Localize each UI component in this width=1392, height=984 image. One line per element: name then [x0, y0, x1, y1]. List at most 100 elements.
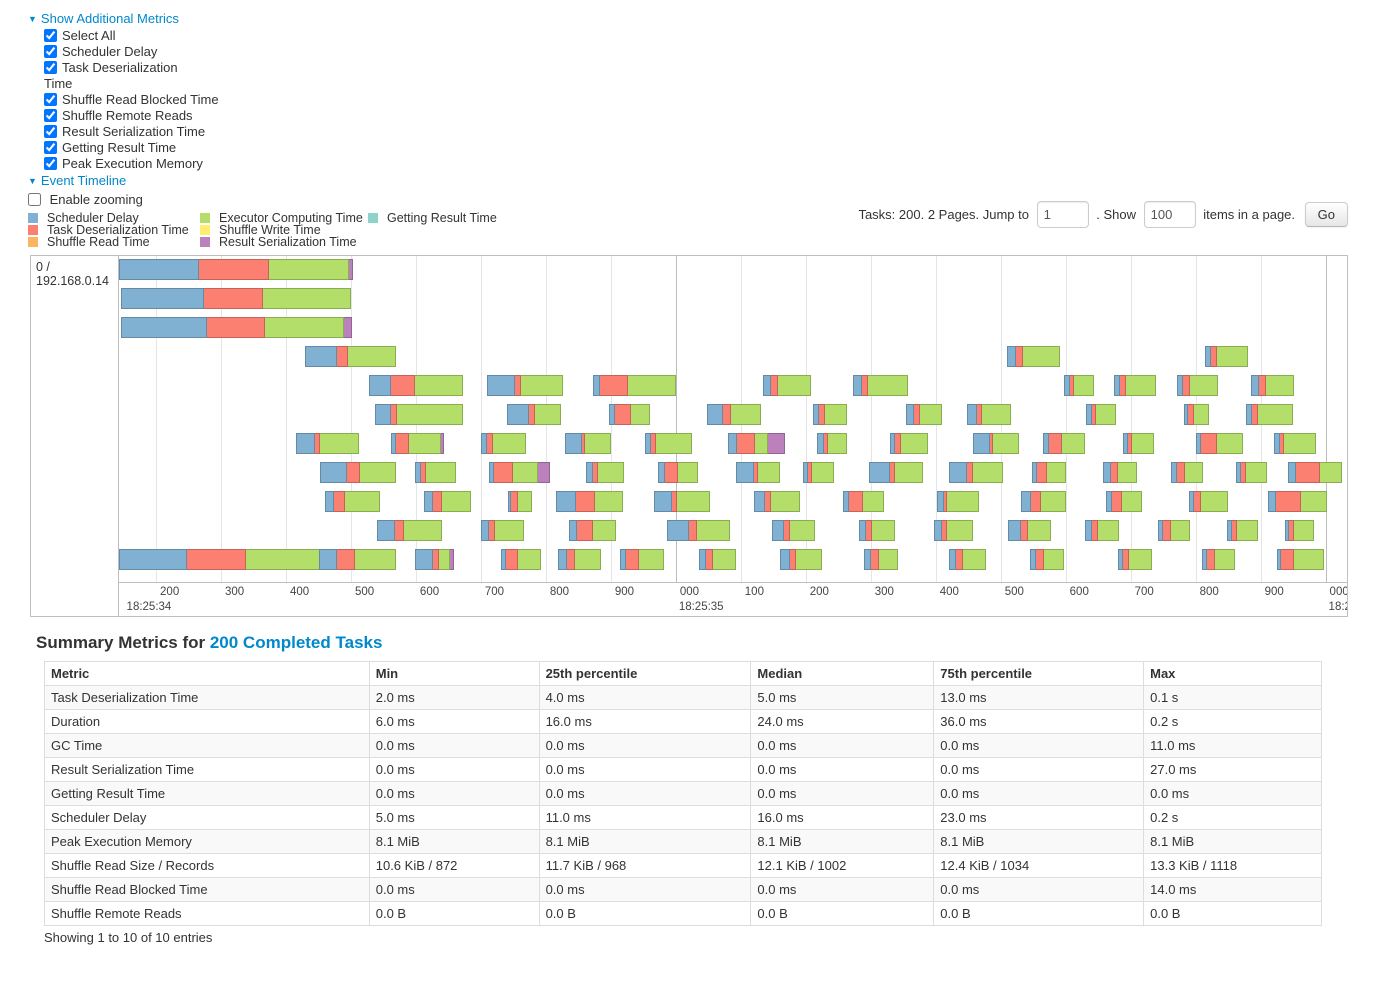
timeline-task-bar[interactable] [120, 317, 352, 338]
timeline-task-bar[interactable] [1042, 433, 1086, 454]
timeline-task-bar[interactable] [1008, 520, 1051, 541]
timeline-task-bar[interactable] [1205, 346, 1249, 367]
timeline-task-bar[interactable] [1122, 433, 1154, 454]
timeline-task-bar[interactable] [906, 404, 943, 425]
timeline-task-bar[interactable] [1195, 433, 1244, 454]
metric-item[interactable]: Scheduler Delay [44, 44, 219, 60]
timeline-task-bar[interactable] [369, 375, 464, 396]
timeline-task-bar[interactable] [488, 462, 550, 483]
timeline-task-bar[interactable] [480, 520, 524, 541]
timeline-task-bar[interactable] [1086, 404, 1116, 425]
timeline-task-bar[interactable] [569, 520, 617, 541]
timeline-task-bar[interactable] [727, 433, 785, 454]
timeline-task-bar[interactable] [414, 462, 456, 483]
timeline-task-bar[interactable] [966, 404, 1012, 425]
timeline-task-bar[interactable] [608, 404, 651, 425]
timeline-task-bar[interactable] [119, 259, 353, 280]
timeline-task-bar[interactable] [653, 491, 710, 512]
metric-checkbox[interactable] [44, 93, 57, 106]
timeline-task-bar[interactable] [486, 375, 563, 396]
metric-item[interactable]: Result Serialization Time [44, 124, 219, 140]
timeline-task-bar[interactable] [480, 433, 527, 454]
timeline-task-bar[interactable] [948, 549, 986, 570]
timeline-task-bar[interactable] [1176, 375, 1219, 396]
timeline-task-bar[interactable] [869, 462, 923, 483]
enable-zooming-checkbox[interactable] [28, 193, 41, 206]
timeline-task-bar[interactable] [376, 520, 442, 541]
show-additional-metrics-link[interactable]: Show Additional Metrics [40, 11, 179, 26]
timeline-task-bar[interactable] [1021, 491, 1066, 512]
timeline-task-bar[interactable] [644, 433, 693, 454]
timeline-task-bar[interactable] [859, 520, 895, 541]
metric-checkbox[interactable] [44, 29, 57, 42]
timeline-task-bar[interactable] [1246, 404, 1294, 425]
timeline-task-bar[interactable] [501, 549, 541, 570]
items-per-page-input[interactable] [1143, 201, 1196, 228]
timeline-task-bar[interactable] [508, 491, 533, 512]
timeline-task-bar[interactable] [1157, 520, 1191, 541]
timeline-task-bar[interactable] [1064, 375, 1094, 396]
event-timeline-link[interactable]: Event Timeline [40, 173, 127, 188]
timeline-task-bar[interactable] [565, 433, 612, 454]
timeline-task-bar[interactable] [707, 404, 761, 425]
timeline-task-bar[interactable] [852, 375, 909, 396]
timeline-task-bar[interactable] [506, 404, 561, 425]
timeline-task-bar[interactable] [423, 491, 472, 512]
metric-checkbox[interactable] [44, 45, 57, 58]
timeline-task-bar[interactable] [1189, 491, 1229, 512]
timeline-task-bar[interactable] [1117, 549, 1153, 570]
timeline-task-bar[interactable] [295, 433, 360, 454]
timeline-task-bar[interactable] [762, 375, 811, 396]
metric-item[interactable]: Shuffle Read Blocked Time [44, 92, 219, 108]
timeline-task-bar[interactable] [864, 549, 898, 570]
timeline-task-bar[interactable] [1250, 375, 1294, 396]
timeline-task-bar[interactable] [973, 433, 1019, 454]
timeline-task-bar[interactable] [657, 462, 698, 483]
metric-item[interactable]: Peak Execution Memory [44, 156, 219, 172]
metric-checkbox[interactable] [44, 157, 57, 170]
metric-item[interactable]: Shuffle Remote Reads [44, 108, 219, 124]
timeline-task-bar[interactable] [1029, 549, 1064, 570]
go-button[interactable]: Go [1304, 202, 1348, 227]
timeline-task-bar[interactable] [304, 346, 396, 367]
timeline-task-bar[interactable] [415, 549, 454, 570]
timeline-task-bar[interactable] [557, 549, 602, 570]
metric-item[interactable]: Getting Result Time [44, 140, 219, 156]
timeline-task-bar[interactable] [1183, 404, 1210, 425]
timeline-task-bar[interactable] [391, 433, 445, 454]
timeline-task-bar[interactable] [843, 491, 884, 512]
timeline-task-bar[interactable] [812, 404, 847, 425]
timeline-task-bar[interactable] [948, 462, 1003, 483]
timeline-task-bar[interactable] [817, 433, 848, 454]
timeline-task-bar[interactable] [934, 520, 974, 541]
timeline-task-bar[interactable] [556, 491, 623, 512]
timeline-task-bar[interactable] [1085, 520, 1119, 541]
timeline-task-bar[interactable] [119, 549, 347, 570]
timeline-task-bar[interactable] [937, 491, 979, 512]
timeline-task-bar[interactable] [1287, 462, 1343, 483]
timeline-task-bar[interactable] [1273, 433, 1317, 454]
metric-checkbox[interactable] [44, 125, 57, 138]
timeline-task-bar[interactable] [319, 549, 396, 570]
timeline-task-bar[interactable] [374, 404, 463, 425]
timeline-task-bar[interactable] [779, 549, 822, 570]
timeline-task-bar[interactable] [592, 375, 677, 396]
timeline-task-bar[interactable] [1276, 549, 1324, 570]
timeline-task-bar[interactable] [1170, 462, 1204, 483]
timeline-task-bar[interactable] [1268, 491, 1327, 512]
event-timeline-chart[interactable]: 0 / 192.168.0.14 200 300 400 500 600 700 800 90… [30, 255, 1348, 617]
timeline-task-bar[interactable] [890, 433, 928, 454]
timeline-task-bar[interactable] [1114, 375, 1156, 396]
timeline-task-bar[interactable] [619, 549, 665, 570]
timeline-task-bar[interactable] [771, 520, 815, 541]
timeline-task-bar[interactable] [1226, 520, 1258, 541]
timeline-task-bar[interactable] [1103, 462, 1138, 483]
timeline-task-bar[interactable] [1285, 520, 1314, 541]
completed-tasks-link[interactable]: 200 Completed Tasks [209, 633, 383, 652]
timeline-task-bar[interactable] [1235, 462, 1268, 483]
timeline-task-bar[interactable] [666, 520, 730, 541]
enable-zooming-row[interactable]: Enable zooming [28, 192, 219, 208]
metric-item[interactable]: Task Deserialization Time [44, 60, 192, 92]
timeline-task-bar[interactable] [802, 462, 835, 483]
timeline-task-bar[interactable] [324, 491, 381, 512]
